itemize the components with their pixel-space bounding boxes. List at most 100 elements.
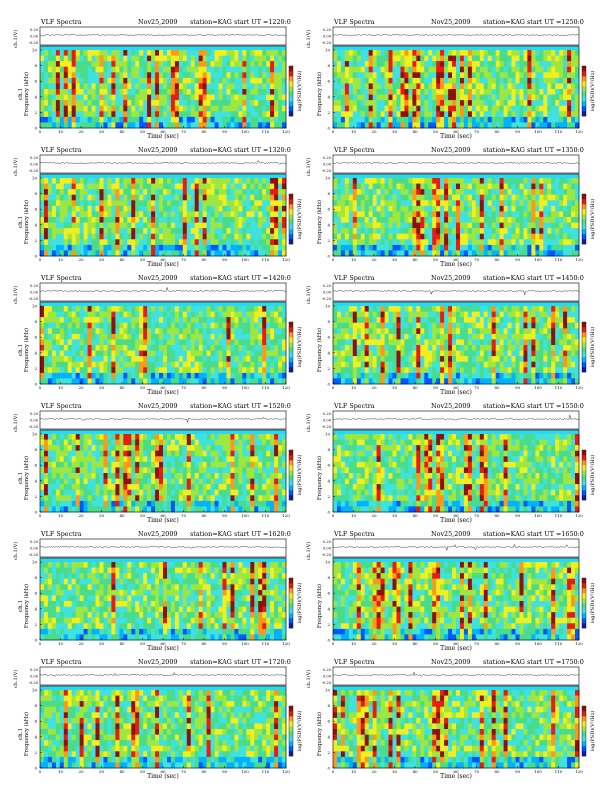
spectrogram-cell bbox=[274, 345, 279, 351]
spectrogram-cell bbox=[103, 350, 108, 357]
spectrogram-cell bbox=[471, 239, 477, 246]
spectrogram-cell bbox=[127, 244, 132, 251]
spectrogram-cell bbox=[182, 217, 188, 223]
spectrogram-cell bbox=[368, 105, 374, 112]
spectrogram-cell bbox=[448, 183, 453, 190]
spectrogram-cell bbox=[163, 339, 168, 346]
spectrogram-cell bbox=[282, 66, 287, 73]
spectrogram-cell bbox=[163, 194, 168, 201]
spectrogram-cell bbox=[103, 233, 108, 240]
spectrogram-cell bbox=[352, 333, 358, 340]
spectrogram-cell bbox=[218, 189, 223, 196]
spectrogram-cell bbox=[416, 361, 421, 368]
spectrogram-cell bbox=[40, 55, 45, 62]
spectrogram-cell bbox=[55, 350, 61, 357]
spectrogram-cell bbox=[344, 361, 350, 368]
spectrogram-cell bbox=[571, 228, 576, 235]
spectrogram-cell bbox=[448, 116, 453, 123]
spectrogram-cell bbox=[174, 183, 180, 190]
spectrogram-cell bbox=[139, 105, 144, 112]
spectrogram-cell bbox=[376, 233, 381, 240]
spectrogram-cell bbox=[408, 178, 413, 184]
spectrogram-cell bbox=[396, 217, 401, 223]
spectrogram-cell bbox=[167, 328, 172, 335]
spectrogram-cell bbox=[155, 189, 160, 196]
spectrogram-cell bbox=[40, 183, 45, 190]
spectrogram-cell bbox=[151, 89, 156, 95]
spectrogram-cell bbox=[523, 100, 528, 107]
spectrogram-cell bbox=[234, 339, 239, 346]
spectrogram-cell bbox=[218, 239, 223, 246]
spectrogram-cell bbox=[127, 178, 132, 184]
spectrogram-cell bbox=[206, 306, 211, 312]
spectrogram-cell bbox=[127, 345, 132, 351]
spectrogram-cell bbox=[333, 89, 338, 95]
spectrogram-cell bbox=[91, 306, 96, 312]
spectrogram-cell bbox=[519, 55, 524, 62]
spectrogram-cell bbox=[87, 100, 92, 107]
spectrogram-cell bbox=[79, 311, 85, 318]
spectrogram-cell bbox=[71, 194, 77, 201]
spectrogram-cell bbox=[337, 116, 342, 123]
spectrogram-cell bbox=[344, 89, 350, 95]
spectrogram-cell bbox=[143, 50, 148, 56]
spectrogram-cell bbox=[143, 350, 148, 357]
spectrogram-cell bbox=[412, 72, 417, 79]
spectrogram-cell bbox=[226, 250, 231, 257]
spectrogram-cell bbox=[282, 200, 287, 207]
spectrogram-cell bbox=[487, 194, 493, 201]
spectrogram-cell bbox=[503, 178, 508, 184]
colorbar-segment bbox=[289, 71, 293, 77]
spectrogram-cell bbox=[274, 367, 279, 374]
spectrogram-cell bbox=[266, 200, 271, 207]
spectrogram-cell bbox=[151, 105, 156, 112]
spectrogram-cell bbox=[274, 89, 279, 95]
spectrogram-cell bbox=[380, 378, 385, 385]
spectrogram-cell bbox=[376, 211, 381, 218]
spectrogram-cell bbox=[210, 306, 215, 312]
spectrogram-cell bbox=[47, 122, 53, 129]
spectrogram-cell bbox=[79, 111, 85, 118]
spectrogram-cell bbox=[547, 94, 552, 101]
panel-station: station=KAG bbox=[190, 146, 232, 154]
spectrogram-cell bbox=[218, 105, 223, 112]
spectrogram-cell bbox=[348, 116, 354, 123]
spectrogram-cell bbox=[178, 228, 184, 235]
spectrogram-cell bbox=[174, 356, 180, 363]
spectrogram-cell bbox=[428, 50, 433, 56]
spectrogram-cell bbox=[83, 72, 88, 79]
spectrogram-cell bbox=[103, 378, 108, 385]
spectrogram-cell bbox=[467, 111, 473, 118]
spectrogram-cell bbox=[190, 205, 196, 212]
spectrogram-cell bbox=[266, 333, 271, 340]
spectrogram-cell bbox=[198, 61, 204, 68]
spectrogram-cell bbox=[392, 233, 397, 240]
spectrogram-cell bbox=[178, 367, 184, 374]
spectrogram-cell bbox=[412, 183, 417, 190]
spectrogram-cell bbox=[44, 83, 49, 90]
spectrogram-cell bbox=[99, 228, 104, 235]
spectrogram-cell bbox=[274, 77, 279, 84]
spectrogram-cell bbox=[360, 239, 366, 246]
spectrogram-cell bbox=[408, 72, 413, 79]
spectrogram-cell bbox=[440, 122, 445, 129]
spectrogram-cell bbox=[460, 250, 465, 257]
spectrogram-cell bbox=[384, 183, 389, 190]
spectrogram-cell bbox=[408, 317, 413, 324]
spectrogram-cell bbox=[523, 94, 528, 101]
spectrogram-cell bbox=[258, 222, 263, 229]
spectrogram-cell bbox=[424, 183, 429, 190]
spectrogram-cell bbox=[59, 122, 65, 129]
spectrogram-cell bbox=[515, 83, 520, 90]
spectrogram-cell bbox=[167, 105, 172, 112]
spectrogram-cell bbox=[547, 122, 552, 129]
spectrogram-cell bbox=[59, 205, 65, 212]
spectrogram-cell bbox=[372, 77, 378, 84]
spectrogram-cell bbox=[119, 250, 124, 257]
spectrogram-cell bbox=[83, 339, 88, 346]
spectrogram-cell bbox=[178, 77, 184, 84]
spectrogram-cell bbox=[372, 189, 378, 196]
spectrogram-cell bbox=[178, 350, 184, 357]
spectrogram-cell bbox=[107, 361, 112, 368]
spectrogram-cell bbox=[119, 222, 124, 229]
